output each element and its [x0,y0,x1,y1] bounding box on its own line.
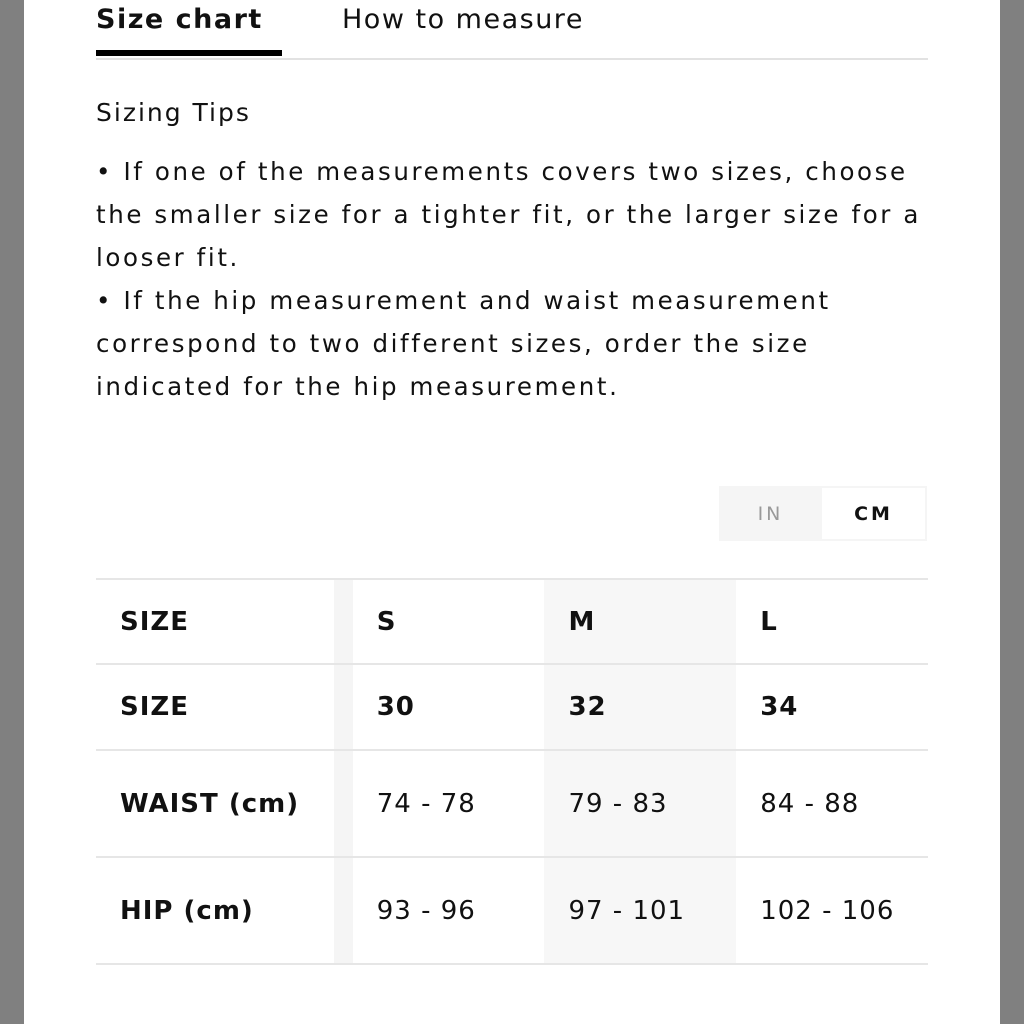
cell: 34 [736,663,928,751]
cell: 79 - 83 [544,749,737,858]
cell: M [544,578,737,665]
table-row: HIP (cm) 93 - 96 97 - 101 102 - 106 [96,856,928,965]
row-label: SIZE [96,578,334,665]
row-label: HIP (cm) [96,856,334,965]
sizing-tips-heading: Sizing Tips [96,98,251,127]
tab-how-to-measure[interactable]: How to measure [342,4,584,35]
cell: L [736,578,928,665]
active-tab-indicator [96,50,282,56]
size-table: SIZE S M L SIZE 30 32 34 WAIST (cm) 74 -… [96,578,928,965]
row-label: WAIST (cm) [96,749,334,858]
sizing-tips-list: • If one of the measurements covers two … [96,150,936,408]
size-guide-panel: Size chart How to measure Sizing Tips • … [24,0,1000,1024]
cell: 84 - 88 [736,749,928,858]
unit-in-button[interactable]: IN [757,502,784,525]
unit-toggle: IN CM [719,486,927,541]
table-row: WAIST (cm) 74 - 78 79 - 83 84 - 88 [96,749,928,858]
tab-size-chart[interactable]: Size chart [96,4,263,35]
table-row: SIZE 30 32 34 [96,663,928,751]
cell: 93 - 96 [352,856,545,965]
cell: 74 - 78 [352,749,545,858]
cell: 102 - 106 [736,856,928,965]
tab-bar: Size chart How to measure [96,0,928,60]
cell: S [352,578,545,665]
table-row: SIZE S M L [96,578,928,665]
unit-cm-button[interactable]: CM [822,488,925,539]
row-label: SIZE [96,663,334,751]
cell: 30 [352,663,545,751]
tip-item: • If one of the measurements covers two … [96,157,921,272]
cell: 32 [544,663,737,751]
tip-item: • If the hip measurement and waist measu… [96,286,831,401]
cell: 97 - 101 [544,856,737,965]
